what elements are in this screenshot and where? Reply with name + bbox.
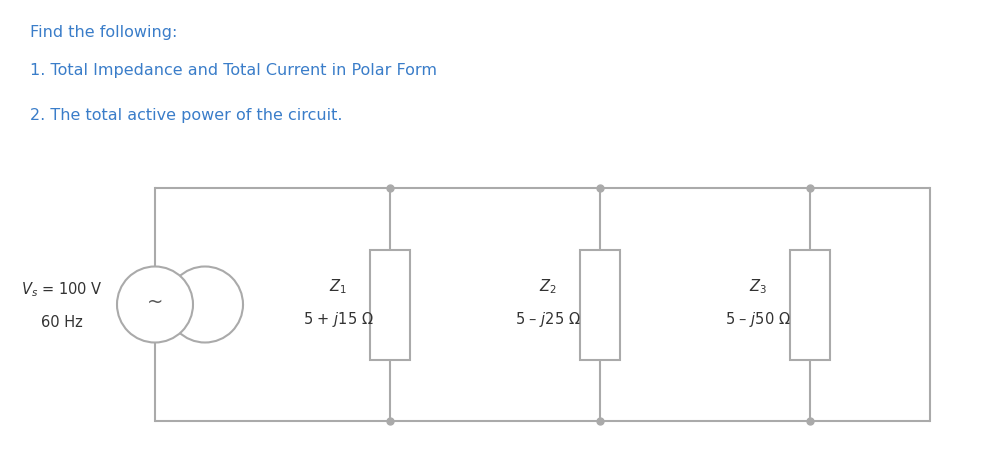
Text: 5 – $j$50 Ω: 5 – $j$50 Ω — [725, 310, 791, 329]
Text: ~: ~ — [147, 293, 163, 312]
Text: $Z_2$: $Z_2$ — [539, 277, 557, 296]
Text: 2. The total active power of the circuit.: 2. The total active power of the circuit… — [30, 108, 343, 123]
Text: $Z_3$: $Z_3$ — [749, 277, 767, 296]
Text: 5 – $j$25 Ω: 5 – $j$25 Ω — [516, 310, 581, 329]
Circle shape — [117, 267, 193, 343]
Bar — [790, 250, 830, 359]
Text: Find the following:: Find the following: — [30, 25, 178, 40]
Bar — [370, 250, 410, 359]
Text: $V_s$ = 100 V: $V_s$ = 100 V — [21, 280, 103, 299]
Text: 60 Hz: 60 Hz — [41, 315, 82, 330]
Bar — [580, 250, 620, 359]
Text: 1. Total Impedance and Total Current in Polar Form: 1. Total Impedance and Total Current in … — [30, 63, 437, 78]
Text: 5 + $j$15 Ω: 5 + $j$15 Ω — [302, 310, 373, 329]
Circle shape — [167, 267, 243, 343]
Text: $Z_1$: $Z_1$ — [329, 277, 347, 296]
